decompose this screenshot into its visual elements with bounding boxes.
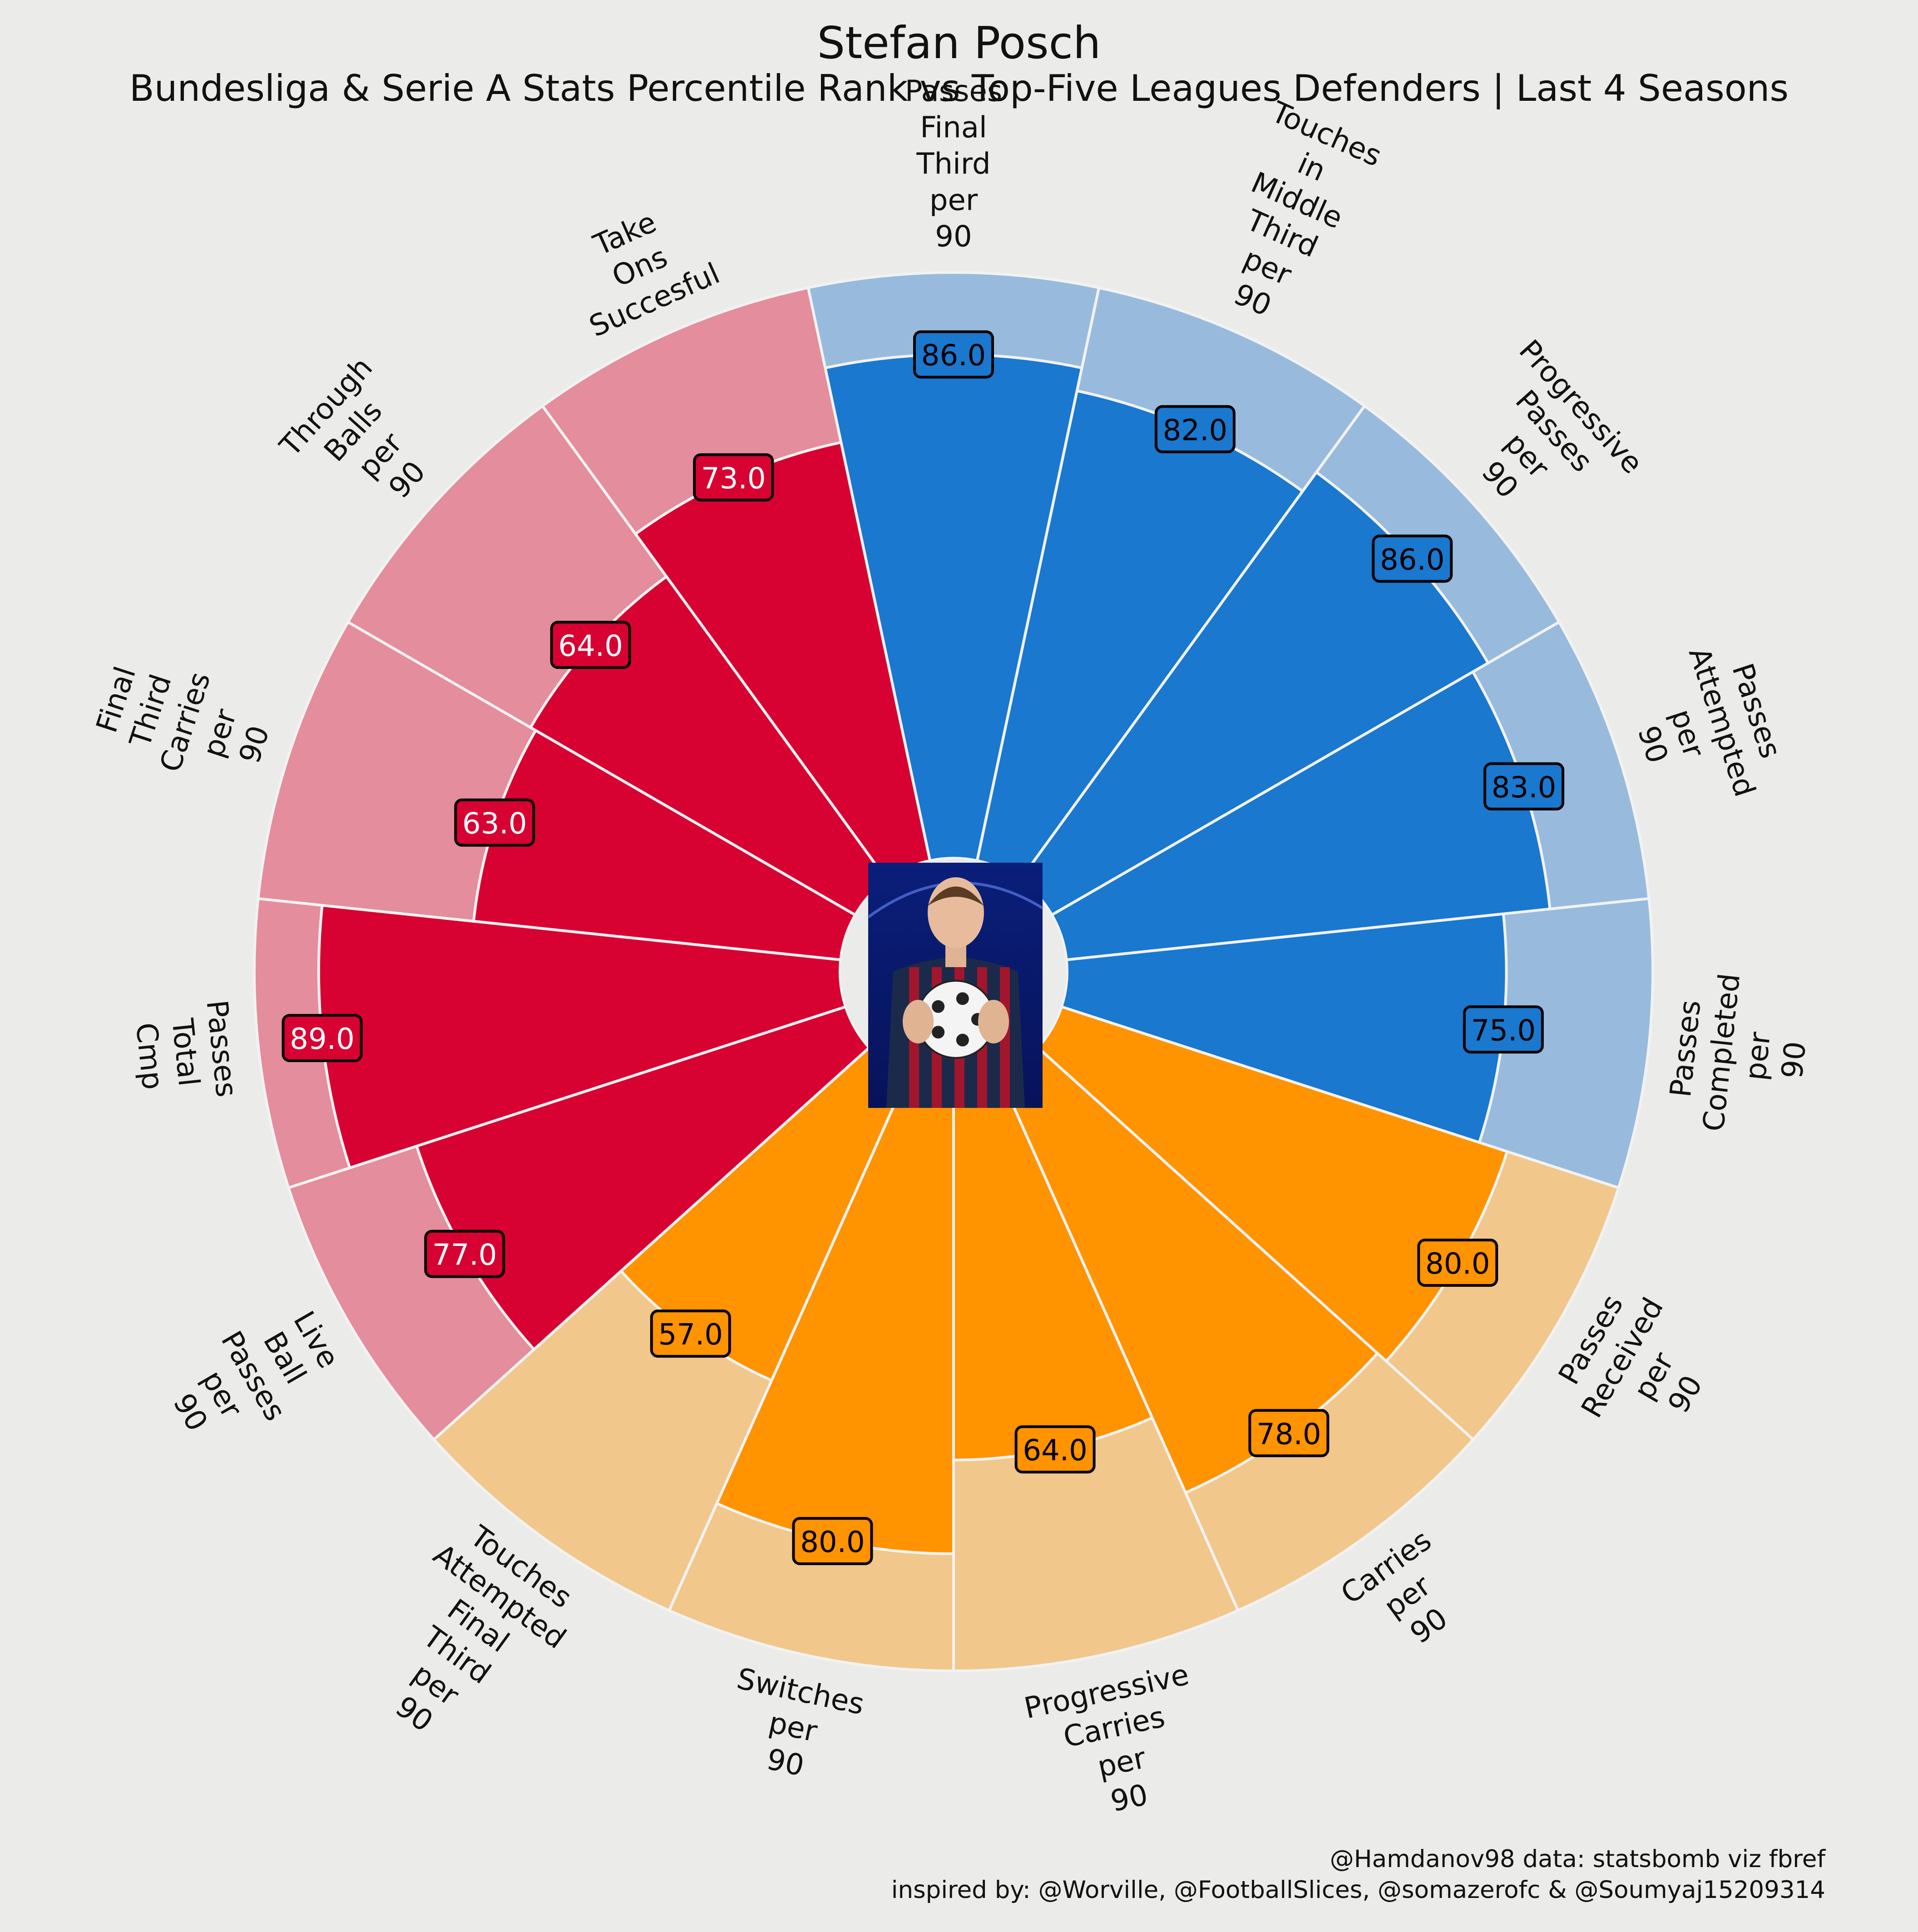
value-label-box	[454, 798, 535, 847]
slices-layer	[252, 271, 1654, 1673]
category-label-line: Cmp	[129, 1021, 169, 1092]
value-label: 57.0	[650, 1309, 731, 1358]
player-hand	[903, 1000, 934, 1043]
ball-panel	[956, 1033, 969, 1047]
value-label-box	[1463, 1005, 1544, 1054]
shirt-stripe	[1000, 967, 1010, 1108]
category-label-line: 90	[1775, 1040, 1813, 1080]
value-label-box	[424, 1230, 505, 1278]
value-label-text: 86.0	[921, 339, 986, 373]
value-label-text: 80.0	[1425, 1247, 1490, 1281]
category-label-text: PassesReceivedper90	[1543, 1274, 1733, 1460]
value-label-box	[282, 1014, 363, 1062]
value-label: 82.0	[1154, 405, 1236, 454]
value-label: 64.0	[1014, 1425, 1096, 1474]
credit-line-1: @Hamdanov98 data: statsbomb viz fbref	[1330, 1845, 1826, 1873]
value-label-box	[1014, 1425, 1096, 1474]
value-label-text: 80.0	[800, 1526, 865, 1559]
value-label: 89.0	[282, 1014, 363, 1062]
value-label-text: 77.0	[432, 1239, 497, 1272]
category-label-line: 90	[935, 220, 972, 253]
value-label-box	[1154, 405, 1236, 454]
category-label-line: per	[929, 183, 978, 217]
category-label-line: 90	[764, 1743, 807, 1783]
value-label: 75.0	[1463, 1005, 1544, 1054]
value-label: 80.0	[1417, 1239, 1498, 1287]
value-label-text: 83.0	[1492, 771, 1557, 805]
value-label-text: 75.0	[1471, 1014, 1536, 1048]
value-label-text: 73.0	[701, 462, 766, 495]
value-label: 73.0	[693, 453, 774, 502]
value-label-box	[1372, 534, 1453, 583]
value-label-text: 78.0	[1256, 1418, 1321, 1451]
value-label-box	[693, 453, 774, 502]
category-label-line: per	[1739, 1030, 1777, 1082]
ball-panel	[932, 1000, 945, 1013]
category-label-line: 90	[1107, 1778, 1151, 1818]
value-label-box	[1417, 1239, 1498, 1287]
value-labels-layer: 86.0 82.0 86.0 83.0 75.0 80.0 78.0 64.0 80.0 57.0…	[282, 330, 1565, 1565]
value-label: 83.0	[1483, 762, 1565, 810]
credit-line-2: inspired by: @Worville, @FootballSlices,…	[891, 1876, 1825, 1904]
category-label: Passes Final Third per 90	[905, 74, 1002, 253]
value-label-box	[1483, 762, 1565, 810]
value-label-text: 82.0	[1163, 414, 1228, 447]
value-label-text: 64.0	[1023, 1434, 1088, 1468]
chart-title: Stefan Posch	[817, 17, 1101, 69]
value-label: 80.0	[792, 1517, 873, 1565]
value-label: 86.0	[913, 330, 994, 379]
value-label: 64.0	[550, 621, 631, 669]
player-hand	[978, 1000, 1009, 1043]
value-label-text: 63.0	[462, 807, 527, 841]
value-label-text: 64.0	[558, 629, 623, 663]
ball-panel	[956, 992, 969, 1005]
value-label-box	[913, 330, 994, 379]
category-label-text: FinalThirdCarriesper90	[84, 646, 287, 799]
value-label: 77.0	[424, 1230, 505, 1278]
value-label-box	[650, 1309, 731, 1358]
chart-subtitle: Bundesliga & Serie A Stats Percentile Ra…	[129, 67, 1789, 110]
player-hair	[928, 886, 984, 906]
value-label-text: 57.0	[658, 1318, 723, 1352]
value-label-text: 86.0	[1380, 543, 1445, 577]
value-label: 78.0	[1248, 1409, 1330, 1458]
category-label: PassesReceivedper90	[1543, 1274, 1733, 1460]
ball-panel	[932, 1026, 945, 1039]
value-label-box	[1248, 1409, 1330, 1458]
category-label-text: Passes Final Third per 90	[905, 74, 1002, 253]
value-label-box	[550, 621, 631, 669]
value-label-box	[792, 1517, 873, 1565]
category-label: FinalThirdCarriesper90	[84, 646, 287, 799]
value-label-text: 89.0	[290, 1023, 355, 1056]
category-label-line: Passes	[905, 74, 1002, 108]
player-photo	[867, 863, 1043, 1108]
value-label: 63.0	[454, 798, 535, 847]
value-label: 86.0	[1372, 534, 1453, 583]
category-label-line: Total	[165, 1017, 205, 1088]
category-label-line: Final	[920, 111, 987, 144]
category-label-line: Third	[916, 147, 990, 181]
